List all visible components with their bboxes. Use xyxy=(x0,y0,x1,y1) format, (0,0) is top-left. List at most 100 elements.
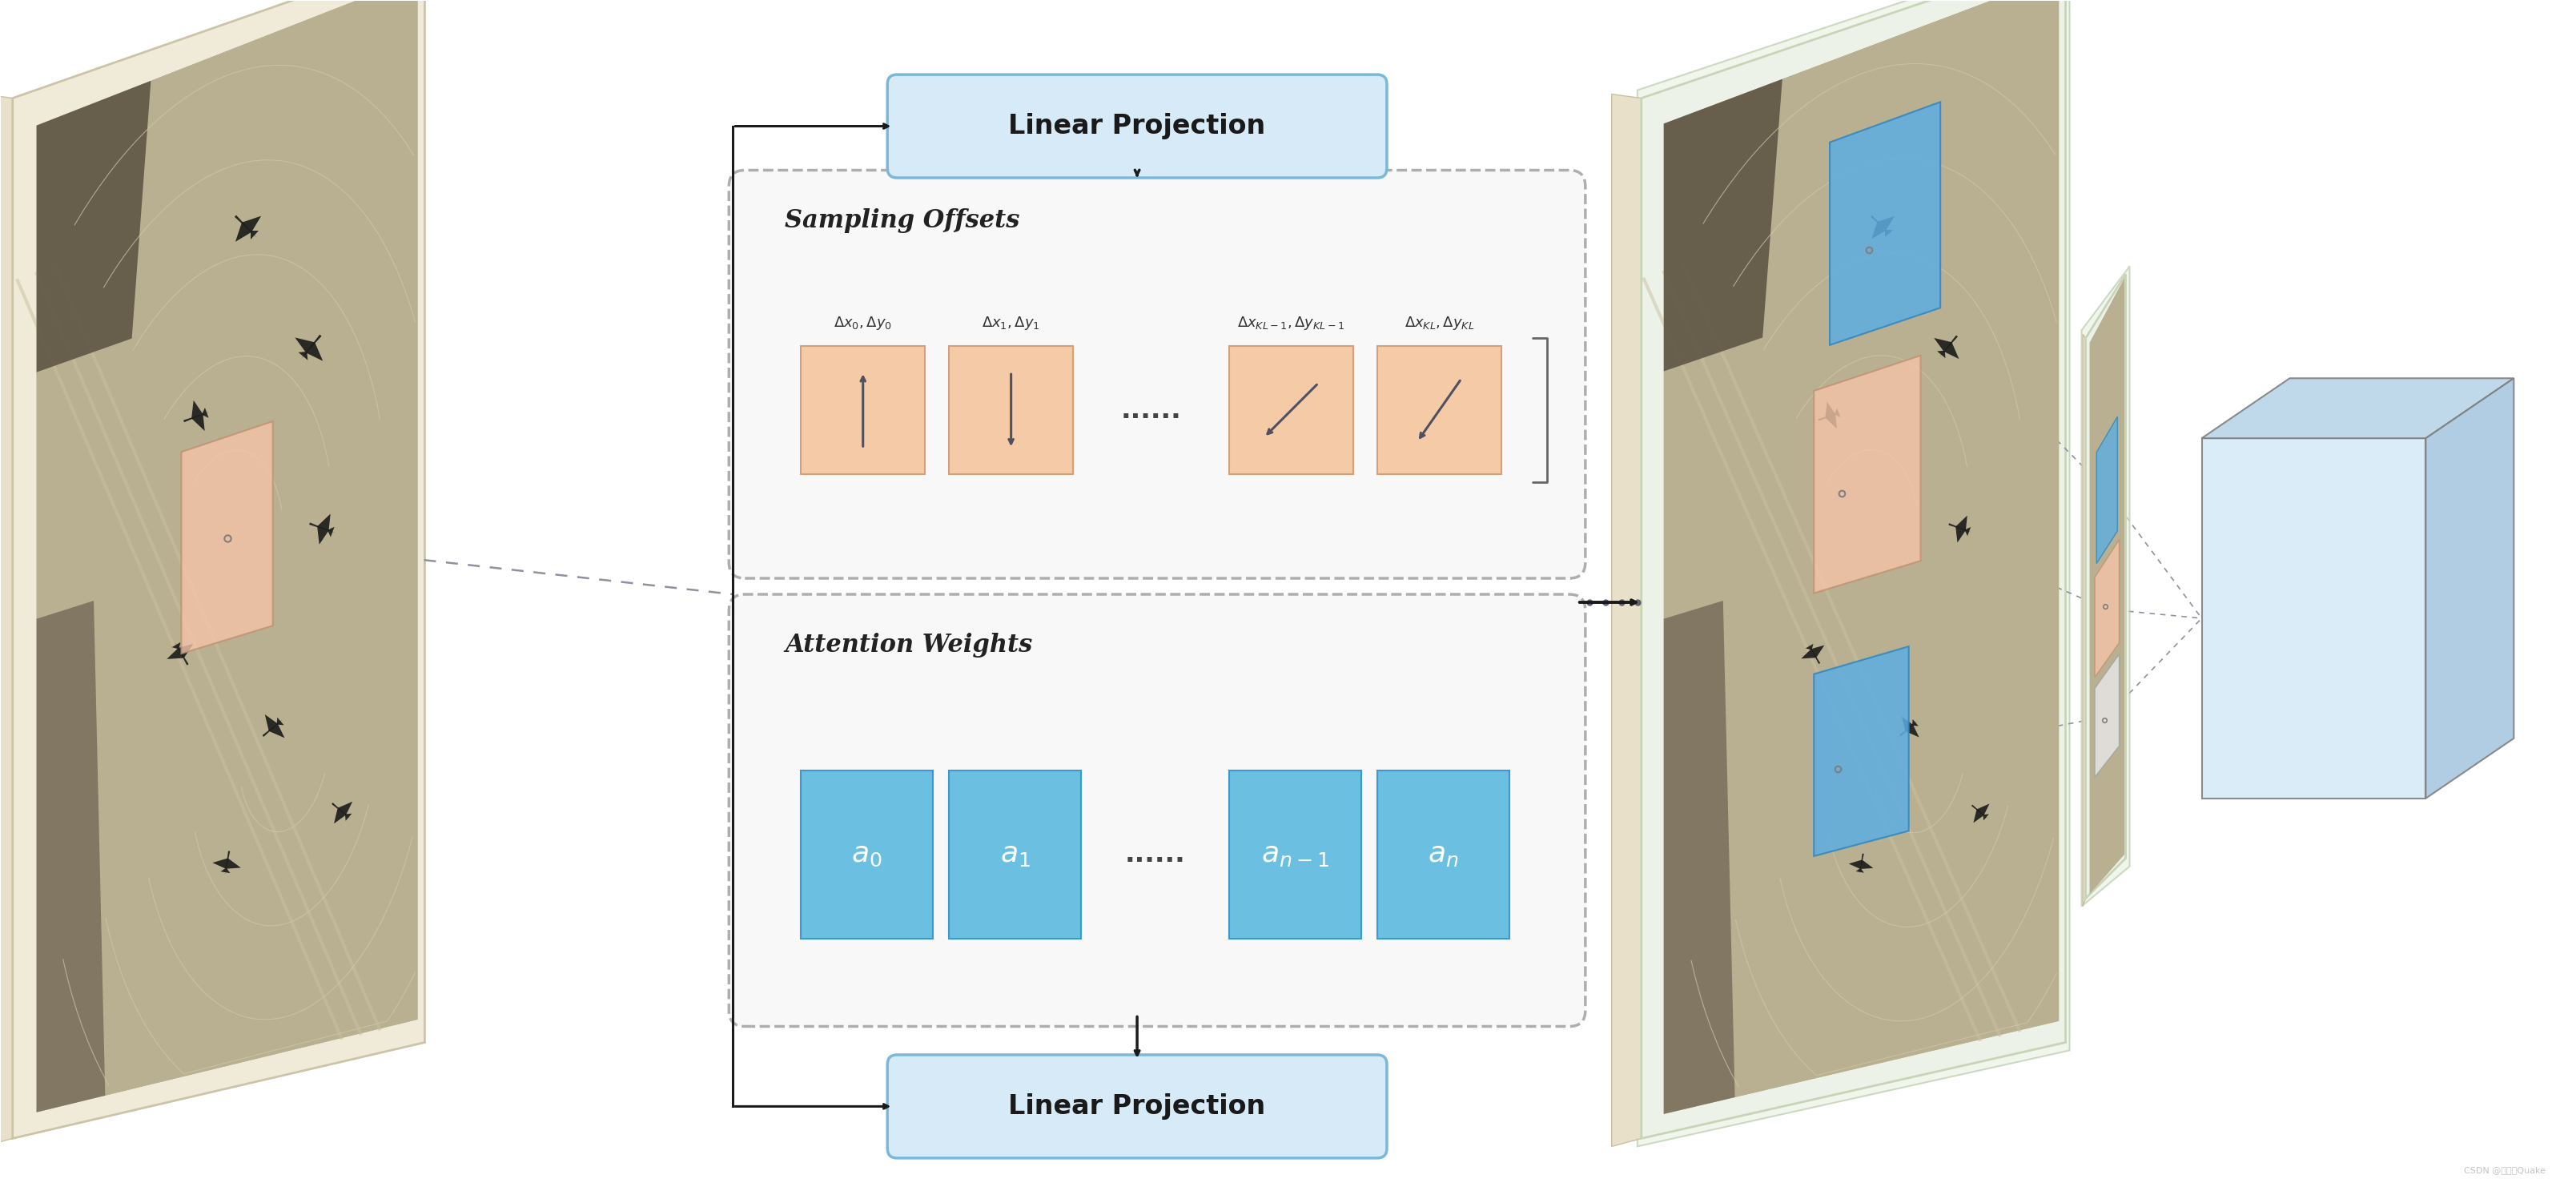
Text: $\Delta x_{KL},\Delta y_{KL}$: $\Delta x_{KL},\Delta y_{KL}$ xyxy=(1404,315,1473,332)
Polygon shape xyxy=(1826,402,1837,429)
Polygon shape xyxy=(36,0,417,1113)
FancyBboxPatch shape xyxy=(729,594,1584,1027)
FancyBboxPatch shape xyxy=(886,74,1386,178)
FancyBboxPatch shape xyxy=(1378,347,1502,474)
FancyBboxPatch shape xyxy=(1378,771,1510,938)
Polygon shape xyxy=(1947,523,1971,532)
Text: $a_{n-1}$: $a_{n-1}$ xyxy=(1262,841,1329,868)
Polygon shape xyxy=(224,851,229,875)
Text: Linear Projection: Linear Projection xyxy=(1010,114,1265,140)
FancyBboxPatch shape xyxy=(729,170,1584,578)
FancyBboxPatch shape xyxy=(886,1055,1386,1158)
Polygon shape xyxy=(13,0,425,1139)
Polygon shape xyxy=(345,814,353,821)
FancyBboxPatch shape xyxy=(801,771,933,938)
Polygon shape xyxy=(1901,717,1919,737)
Text: Linear Projection: Linear Projection xyxy=(1010,1093,1265,1120)
FancyBboxPatch shape xyxy=(948,347,1074,474)
Text: $\Delta x_1,\Delta y_1$: $\Delta x_1,\Delta y_1$ xyxy=(981,315,1041,332)
Polygon shape xyxy=(1973,804,1989,823)
Polygon shape xyxy=(1911,719,1919,727)
Polygon shape xyxy=(1814,646,1909,856)
Polygon shape xyxy=(265,715,283,739)
Text: Attention Weights: Attention Weights xyxy=(786,632,1033,657)
Polygon shape xyxy=(1899,722,1917,736)
Polygon shape xyxy=(1664,79,1783,372)
Polygon shape xyxy=(2089,324,2099,480)
Polygon shape xyxy=(175,643,188,666)
Polygon shape xyxy=(301,335,322,358)
Polygon shape xyxy=(36,0,417,1113)
Polygon shape xyxy=(1808,644,1821,664)
Polygon shape xyxy=(234,215,258,238)
Text: CSDN @韩朝喜Quake: CSDN @韩朝喜Quake xyxy=(2465,1166,2545,1175)
Polygon shape xyxy=(2097,417,2117,564)
Polygon shape xyxy=(250,231,260,240)
Polygon shape xyxy=(1613,94,1641,1146)
Polygon shape xyxy=(234,216,260,241)
Polygon shape xyxy=(296,337,322,361)
Polygon shape xyxy=(183,412,209,422)
Polygon shape xyxy=(317,514,330,545)
Polygon shape xyxy=(1886,229,1893,238)
Polygon shape xyxy=(1829,102,1940,345)
Polygon shape xyxy=(335,802,353,823)
FancyBboxPatch shape xyxy=(1229,347,1352,474)
Polygon shape xyxy=(327,527,335,537)
Polygon shape xyxy=(167,644,193,660)
Text: $\Delta x_{KL-1},\Delta y_{KL-1}$: $\Delta x_{KL-1},\Delta y_{KL-1}$ xyxy=(1236,315,1345,332)
FancyBboxPatch shape xyxy=(801,347,925,474)
Polygon shape xyxy=(211,858,240,869)
Polygon shape xyxy=(2202,379,2514,439)
Text: $\Delta x_0,\Delta y_0$: $\Delta x_0,\Delta y_0$ xyxy=(835,315,891,332)
Polygon shape xyxy=(1940,336,1958,357)
FancyBboxPatch shape xyxy=(1229,771,1360,938)
Polygon shape xyxy=(2094,654,2120,777)
Polygon shape xyxy=(1638,0,2069,1146)
Polygon shape xyxy=(2202,439,2427,798)
Polygon shape xyxy=(2089,278,2125,894)
Polygon shape xyxy=(222,868,229,874)
Polygon shape xyxy=(1984,814,1989,821)
Polygon shape xyxy=(36,601,106,1113)
Polygon shape xyxy=(180,422,273,654)
Polygon shape xyxy=(1819,412,1842,421)
Polygon shape xyxy=(1855,868,1865,872)
Polygon shape xyxy=(1806,644,1814,650)
Polygon shape xyxy=(299,351,307,360)
Polygon shape xyxy=(2089,278,2125,894)
Text: ......: ...... xyxy=(1121,397,1182,423)
Text: $a_n$: $a_n$ xyxy=(1427,841,1458,868)
Polygon shape xyxy=(36,81,152,372)
Polygon shape xyxy=(2089,611,2097,894)
Polygon shape xyxy=(263,719,283,737)
FancyBboxPatch shape xyxy=(948,771,1082,938)
Polygon shape xyxy=(2094,540,2120,678)
Polygon shape xyxy=(1935,338,1958,358)
Text: $a_0$: $a_0$ xyxy=(853,841,884,868)
Polygon shape xyxy=(1664,0,2058,1114)
Polygon shape xyxy=(2087,274,2125,899)
Polygon shape xyxy=(1971,804,1989,819)
Polygon shape xyxy=(1814,356,1922,593)
Polygon shape xyxy=(1664,0,2058,1114)
Polygon shape xyxy=(332,803,350,819)
Polygon shape xyxy=(2084,335,2087,906)
Polygon shape xyxy=(1937,350,1945,358)
Polygon shape xyxy=(1860,853,1865,874)
Polygon shape xyxy=(1870,216,1893,239)
Polygon shape xyxy=(276,717,283,725)
Polygon shape xyxy=(1965,527,1971,537)
Polygon shape xyxy=(1664,601,1734,1114)
Polygon shape xyxy=(2427,379,2514,798)
Polygon shape xyxy=(173,642,180,649)
Polygon shape xyxy=(201,407,209,418)
Polygon shape xyxy=(1641,0,2066,1139)
Text: $a_1$: $a_1$ xyxy=(999,841,1030,868)
Polygon shape xyxy=(191,400,204,431)
Polygon shape xyxy=(1801,645,1824,658)
Polygon shape xyxy=(0,94,13,1146)
Polygon shape xyxy=(1870,215,1891,235)
Text: Sampling Offsets: Sampling Offsets xyxy=(786,209,1020,233)
Polygon shape xyxy=(1834,409,1839,417)
